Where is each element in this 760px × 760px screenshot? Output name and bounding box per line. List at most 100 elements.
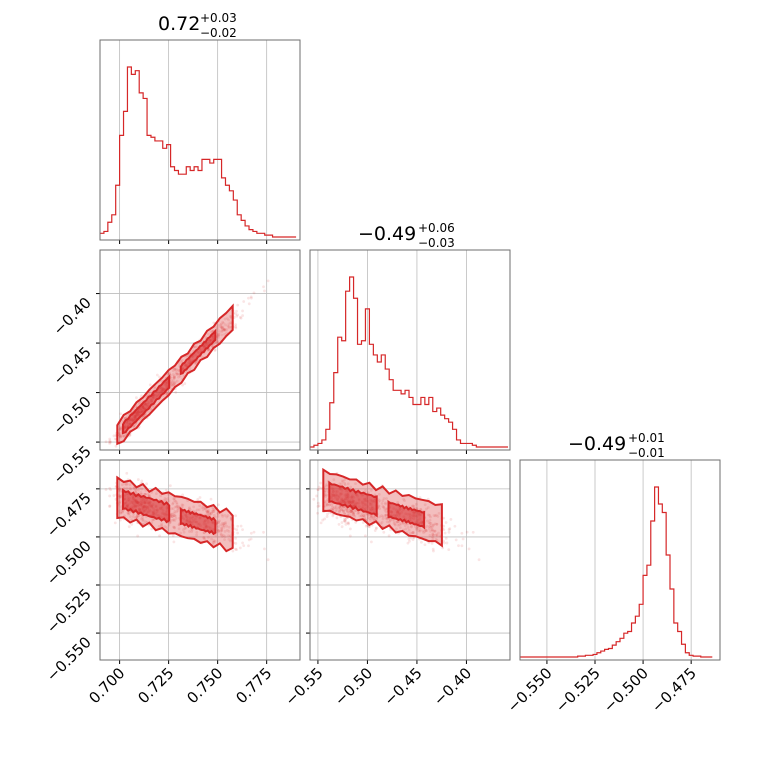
sample-point [351, 510, 355, 514]
sample-point [444, 536, 448, 540]
panel-frame [99, 39, 301, 241]
sample-point [214, 533, 218, 537]
sample-point [441, 546, 445, 550]
tick-label-y: −0.40 [50, 294, 95, 339]
sample-point [132, 486, 136, 490]
sample-point [198, 504, 202, 508]
sample-point [177, 375, 180, 379]
tick-label-x: 0.775 [232, 664, 275, 707]
sample-point [118, 428, 122, 431]
sample-point [118, 433, 122, 437]
sample-point [171, 369, 175, 373]
sample-point [443, 541, 446, 545]
sample-point [350, 509, 353, 513]
sample-point [222, 328, 226, 332]
sample-point [227, 537, 231, 541]
sample-point [223, 333, 226, 336]
tick-label-y: −0.50 [50, 393, 95, 438]
sample-point [222, 328, 225, 332]
sample-point [359, 514, 363, 518]
sample-point [338, 509, 341, 513]
sample-point [222, 521, 226, 525]
sample-point [150, 527, 154, 531]
sample-point [323, 517, 327, 521]
sample-point [170, 507, 173, 511]
sample-point [118, 427, 121, 431]
sample-point [159, 523, 163, 527]
sample-point [170, 512, 174, 516]
sample-point [266, 558, 270, 562]
sample-point [325, 493, 329, 497]
sample-point [173, 505, 177, 509]
sample-point [219, 322, 223, 326]
sample-point [383, 514, 387, 518]
sample-point [352, 511, 356, 515]
sample-point [407, 528, 411, 532]
panel-frame [99, 249, 301, 451]
sample-point [174, 517, 178, 520]
sample-point [340, 525, 344, 529]
sample-point [212, 508, 216, 512]
sample-point [137, 402, 141, 406]
density-0-2 [104, 471, 270, 562]
sample-point [435, 513, 438, 517]
sample-point [423, 543, 427, 547]
sample-point [108, 505, 111, 508]
sample-point [210, 511, 213, 515]
sample-point [212, 513, 216, 517]
sample-point [343, 512, 347, 516]
sample-point [119, 505, 123, 509]
sample-point [112, 494, 116, 497]
sample-point [171, 514, 174, 518]
sample-point [221, 325, 225, 329]
sample-point [151, 518, 154, 522]
sample-point [392, 521, 396, 525]
sample-point [170, 383, 173, 386]
sample-point [348, 508, 352, 512]
sample-point [113, 521, 117, 525]
sample-point [172, 497, 176, 501]
sample-point [333, 506, 337, 509]
sample-point [428, 513, 432, 517]
sample-point [169, 378, 173, 382]
sample-point [419, 508, 422, 511]
sample-point [361, 515, 364, 518]
sample-point [167, 523, 171, 527]
sample-point [433, 514, 437, 518]
sample-point [348, 511, 351, 515]
sample-point [118, 500, 122, 504]
sample-point [181, 383, 185, 387]
sample-point [140, 487, 144, 491]
sample-point [164, 488, 168, 492]
sample-point [460, 544, 464, 548]
sample-point [408, 539, 411, 543]
sample-point [334, 506, 338, 510]
sample-point [173, 514, 177, 518]
sample-point [126, 511, 130, 515]
sample-point [146, 493, 150, 496]
sample-point [225, 528, 229, 532]
sample-point [352, 513, 356, 517]
sample-point [152, 518, 155, 522]
sample-point [247, 302, 251, 306]
sample-point [422, 531, 425, 535]
sample-point [163, 496, 167, 500]
title-plus-2: +0.01 [628, 431, 665, 445]
sample-point [229, 321, 232, 325]
sample-point [374, 526, 378, 530]
sample-point [354, 482, 357, 486]
sample-point [431, 536, 435, 540]
sample-point [225, 515, 229, 519]
contour-inner [122, 373, 171, 435]
tick-label-y: −0.500 [43, 537, 95, 589]
sample-point [317, 504, 321, 508]
sample-point [331, 505, 335, 509]
sample-point [207, 535, 210, 539]
sample-point [172, 383, 176, 387]
sample-point [346, 482, 350, 486]
sample-point [218, 519, 221, 523]
sample-point [349, 510, 353, 513]
sample-point [367, 513, 371, 517]
sample-point [239, 316, 243, 320]
sample-point [109, 440, 113, 444]
